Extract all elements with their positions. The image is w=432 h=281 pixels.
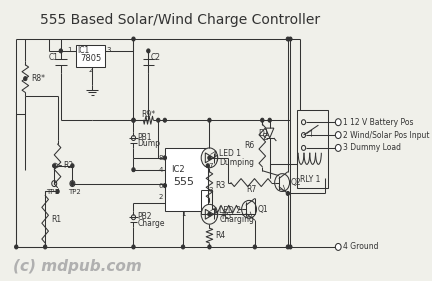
Text: 6: 6: [159, 183, 163, 189]
Text: R3: R3: [215, 181, 226, 190]
Circle shape: [131, 135, 136, 140]
Text: 1: 1: [67, 47, 72, 53]
Text: R1: R1: [51, 215, 61, 224]
Text: Charging: Charging: [219, 215, 254, 224]
Circle shape: [302, 133, 305, 137]
Text: 2: 2: [159, 194, 163, 200]
Text: TP1: TP1: [46, 189, 59, 196]
Text: TP2: TP2: [68, 189, 80, 196]
Circle shape: [208, 156, 211, 160]
Circle shape: [208, 118, 211, 122]
Text: 4 Ground: 4 Ground: [343, 243, 379, 251]
Circle shape: [59, 49, 63, 53]
Text: 7: 7: [209, 163, 213, 169]
Text: 1: 1: [181, 211, 185, 217]
Circle shape: [335, 132, 341, 139]
Text: R9*: R9*: [141, 110, 156, 119]
Text: Dumping: Dumping: [219, 158, 254, 167]
Text: R4: R4: [215, 231, 226, 240]
Text: 1 12 V Battery Pos: 1 12 V Battery Pos: [343, 118, 414, 127]
Circle shape: [70, 181, 75, 187]
Text: C2: C2: [151, 53, 161, 62]
Text: C1: C1: [48, 53, 58, 62]
Text: R7: R7: [246, 185, 256, 194]
Circle shape: [53, 164, 56, 168]
Text: R8*: R8*: [31, 74, 45, 83]
Text: R6: R6: [244, 141, 254, 150]
Circle shape: [201, 204, 218, 224]
Circle shape: [253, 245, 257, 249]
Circle shape: [335, 243, 341, 250]
Text: IC2: IC2: [172, 165, 185, 174]
Circle shape: [71, 182, 74, 185]
Text: 3: 3: [106, 47, 111, 53]
Text: 555: 555: [173, 176, 194, 187]
Bar: [165, 148, 208, 211]
Circle shape: [302, 146, 305, 150]
Circle shape: [52, 181, 57, 187]
Text: 2: 2: [89, 67, 93, 73]
Circle shape: [131, 215, 136, 220]
Circle shape: [132, 118, 135, 122]
Text: PB2: PB2: [138, 212, 152, 221]
Circle shape: [24, 77, 27, 81]
Circle shape: [260, 118, 264, 122]
Circle shape: [163, 156, 166, 160]
Circle shape: [302, 120, 305, 125]
Circle shape: [275, 174, 289, 191]
Text: (c) mdpub.com: (c) mdpub.com: [13, 259, 142, 274]
Circle shape: [132, 118, 135, 122]
Circle shape: [241, 200, 257, 218]
Text: 8: 8: [159, 155, 163, 161]
Text: 555 Based Solar/Wind Charge Controller: 555 Based Solar/Wind Charge Controller: [40, 13, 320, 27]
Text: Q2: Q2: [290, 178, 301, 187]
Text: LED 2: LED 2: [219, 206, 241, 215]
Circle shape: [56, 189, 59, 194]
Circle shape: [208, 212, 211, 216]
Text: Q1: Q1: [257, 205, 268, 214]
Circle shape: [289, 37, 292, 41]
Text: 4: 4: [159, 167, 163, 173]
Text: IC1: IC1: [77, 46, 89, 55]
Text: 3: 3: [209, 187, 213, 192]
Text: Charge: Charge: [138, 219, 165, 228]
Text: R2: R2: [64, 161, 73, 170]
Circle shape: [71, 164, 74, 168]
Bar: [76, 45, 105, 67]
Circle shape: [335, 144, 341, 151]
Text: R5: R5: [222, 212, 232, 221]
Circle shape: [286, 37, 289, 41]
Circle shape: [181, 245, 184, 249]
Circle shape: [15, 245, 18, 249]
Circle shape: [147, 49, 150, 53]
Text: Z: Z: [263, 133, 268, 142]
Circle shape: [289, 245, 292, 249]
Text: 7805: 7805: [81, 54, 102, 63]
Text: RLY 1: RLY 1: [300, 175, 321, 184]
Circle shape: [206, 164, 210, 168]
Circle shape: [163, 118, 166, 122]
Text: Dump: Dump: [138, 139, 161, 148]
Circle shape: [201, 148, 218, 168]
Bar: [297, 110, 328, 187]
Text: 2 Wind/Solar Pos Input: 2 Wind/Solar Pos Input: [343, 131, 430, 140]
Circle shape: [286, 191, 289, 196]
Circle shape: [132, 245, 135, 249]
Circle shape: [132, 37, 135, 41]
Text: 3 Dummy Load: 3 Dummy Load: [343, 143, 401, 152]
Circle shape: [208, 245, 211, 249]
Circle shape: [163, 183, 166, 187]
Circle shape: [44, 245, 47, 249]
Circle shape: [157, 118, 160, 122]
Text: D1: D1: [258, 129, 269, 138]
Text: LED 1: LED 1: [219, 149, 241, 158]
Circle shape: [268, 118, 271, 122]
Circle shape: [132, 168, 135, 172]
Text: PB1: PB1: [138, 133, 152, 142]
Circle shape: [286, 245, 289, 249]
Circle shape: [335, 119, 341, 126]
